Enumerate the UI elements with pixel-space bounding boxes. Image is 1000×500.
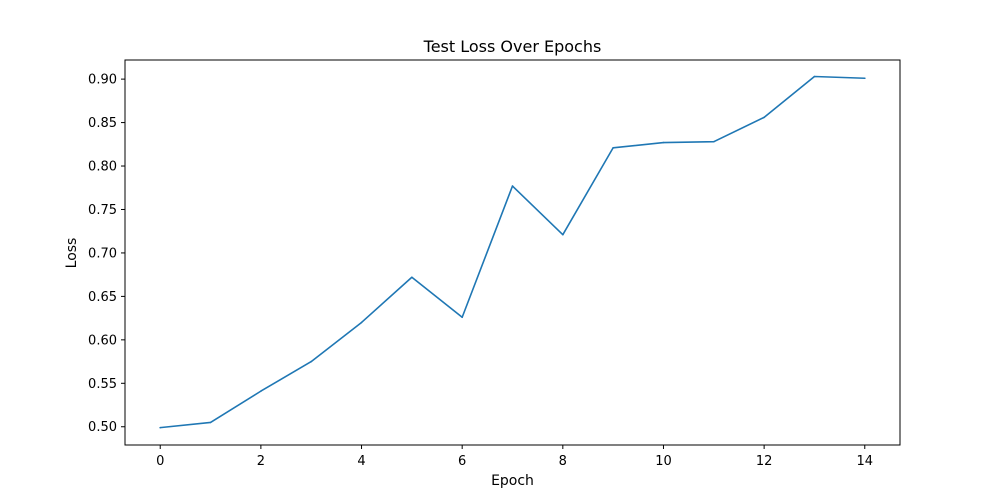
y-tick-label: 0.85 <box>88 116 117 131</box>
data-point <box>260 390 262 392</box>
data-point <box>461 316 463 319</box>
x-tick-label: 0 <box>156 454 164 469</box>
data-point <box>159 426 162 429</box>
x-tick-label: 4 <box>357 454 365 469</box>
y-tick-label: 0.50 <box>88 420 117 435</box>
y-tick-label: 0.90 <box>88 73 117 88</box>
data-point <box>813 75 816 78</box>
y-tick-label: 0.60 <box>88 333 117 348</box>
data-point <box>712 140 715 143</box>
x-tick-label: 10 <box>655 454 672 469</box>
data-point <box>763 116 765 119</box>
x-tick-label: 14 <box>856 454 873 469</box>
data-point <box>209 421 212 424</box>
data-point <box>863 77 866 80</box>
y-tick-label: 0.70 <box>88 246 117 261</box>
x-tick-label: 12 <box>756 454 773 469</box>
plot-area <box>125 60 900 445</box>
y-tick-label: 0.75 <box>88 203 117 218</box>
data-point <box>612 146 614 149</box>
plot-frame <box>124 59 901 446</box>
y-axis-label: Loss <box>64 238 80 269</box>
data-point <box>411 276 413 279</box>
x-tick-label: 2 <box>257 454 265 469</box>
y-tick-label: 0.65 <box>88 290 117 305</box>
chart-title: Test Loss Over Epochs <box>423 37 602 56</box>
data-point <box>511 185 514 187</box>
x-axis-ticks: 0 2 4 6 8 10 12 14 <box>156 445 873 469</box>
x-tick-label: 6 <box>458 454 466 469</box>
y-tick-label: 0.80 <box>88 160 117 175</box>
data-point <box>562 233 564 236</box>
x-axis-label: Epoch <box>491 473 534 489</box>
y-axis-ticks: 0.50 0.55 0.60 0.65 0.70 0.75 0.80 0.85 0.90 <box>88 73 125 435</box>
data-point <box>662 141 665 144</box>
series-layer <box>159 75 866 429</box>
x-tick-label: 8 <box>559 454 567 469</box>
y-tick-label: 0.55 <box>88 377 117 392</box>
data-point <box>360 321 363 324</box>
data-point <box>310 360 313 363</box>
